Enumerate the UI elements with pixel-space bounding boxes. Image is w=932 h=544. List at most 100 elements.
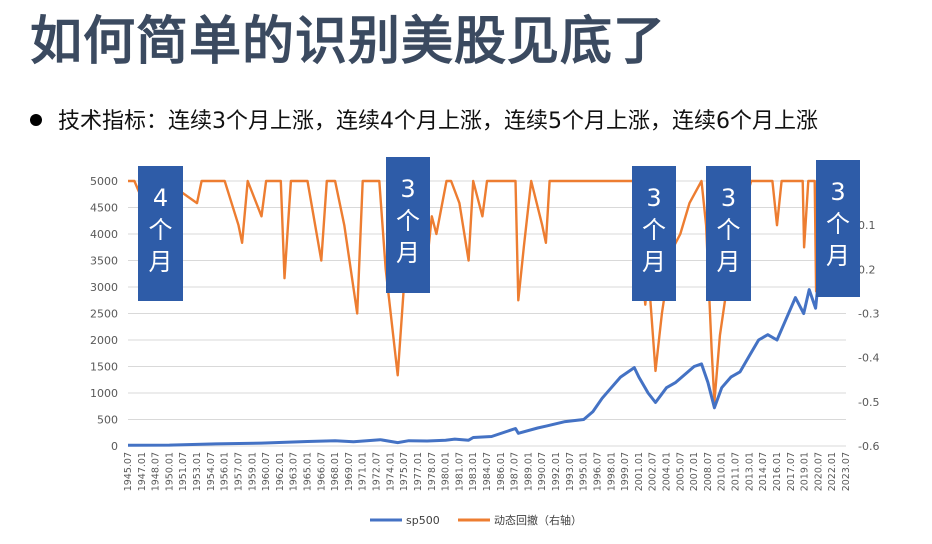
- x-tick-label: 1990.07: [537, 452, 548, 491]
- y-left-tick-label: 500: [97, 414, 118, 427]
- x-tick-label: 2005.07: [675, 452, 686, 491]
- x-tick-label: 1989.01: [523, 452, 534, 491]
- x-tick-label: 2022.01: [827, 452, 838, 491]
- x-tick-label: 1963.07: [289, 452, 300, 491]
- annotation-box: 3 个月: [386, 157, 430, 293]
- y-right-tick-label: 0.2: [858, 263, 876, 276]
- x-tick-label: 1950.01: [164, 452, 175, 491]
- x-tick-label: 1986.01: [496, 452, 507, 491]
- x-tick-label: 1971.01: [358, 452, 369, 491]
- annotation-box-label: 个: [396, 207, 420, 235]
- y-left-tick-label: 1500: [90, 361, 118, 374]
- annotation-box-label: 3: [830, 178, 845, 206]
- x-tick-label: 1977.01: [413, 452, 424, 491]
- annotation-box: 3 个月: [632, 166, 676, 301]
- annotation-box-label: 月: [717, 248, 741, 276]
- x-tick-label: 2023.07: [841, 452, 852, 491]
- x-tick-label: 1951.07: [178, 452, 189, 491]
- x-tick-label: 1978.07: [427, 452, 438, 491]
- y-right-tick-label: -0.5: [858, 396, 879, 409]
- x-tick-label: 2002.07: [648, 452, 659, 491]
- annotation-box-rect: [632, 166, 676, 301]
- annotation-box-rect: [706, 166, 751, 301]
- y-right-tick-label: 0.1: [858, 219, 876, 232]
- x-tick-label: 1987.07: [510, 452, 521, 491]
- y-left-tick-label: 2000: [90, 334, 118, 347]
- annotation-box-label: 月: [396, 239, 420, 267]
- annotation-box-rect: [138, 166, 183, 301]
- y-right-tick-label: -0.3: [858, 308, 879, 321]
- annotation-box-label: 3: [400, 175, 415, 203]
- annotation-box-label: 个: [826, 210, 850, 238]
- x-tick-label: 1983.01: [468, 452, 479, 491]
- bullet-dot-icon: [30, 114, 42, 126]
- x-tick-label: 1945.07: [123, 452, 134, 491]
- right-axis: 0.1 0.2 -0.3 -0.4 -0.5 -0.6: [858, 219, 879, 453]
- annotation-box: 3 个月: [816, 160, 860, 297]
- x-tick-label: 1992.01: [551, 452, 562, 491]
- legend-label-sp500: sp500: [406, 514, 440, 527]
- x-tick-label: 1999.07: [620, 452, 631, 491]
- annotation-box-label: 4: [153, 184, 168, 212]
- annotation-box-label: 月: [149, 248, 173, 276]
- x-tick-label: 1974.01: [385, 452, 396, 491]
- y-left-tick-label: 3000: [90, 281, 118, 294]
- x-tick-label: 1947.01: [137, 452, 148, 491]
- x-tick-label: 2019.01: [800, 452, 811, 491]
- y-left-tick-label: 4500: [90, 202, 118, 215]
- x-tick-label: 1984.07: [482, 452, 493, 491]
- y-left-tick-label: 2500: [90, 308, 118, 321]
- annotation-box-label: 个: [642, 216, 666, 244]
- x-tick-label: 2016.01: [772, 452, 783, 491]
- x-tick-label: 1972.07: [372, 452, 383, 491]
- x-tick-label: 2020.07: [813, 452, 824, 491]
- x-tick-label: 1960.07: [261, 452, 272, 491]
- x-tick-label: 1995.01: [579, 452, 590, 491]
- x-tick-label: 1959.01: [247, 452, 258, 491]
- page-title: 如何简单的识别美股见底了: [30, 12, 667, 72]
- annotation-box: 3 个月: [706, 166, 751, 301]
- bullet-text: 技术指标：连续3个月上涨，连续4个月上涨，连续5个月上涨，连续6个月上涨: [58, 109, 818, 134]
- annotation-box: 4 个月: [138, 166, 183, 301]
- x-tick-label: 2004.01: [662, 452, 673, 491]
- x-tick-label: 2017.07: [786, 452, 797, 491]
- x-tick-label: 1975.07: [399, 452, 410, 491]
- annotation-box-label: 3: [646, 184, 661, 212]
- x-tick-label: 1966.07: [316, 452, 327, 491]
- annotation-box-label: 个: [149, 216, 173, 244]
- x-tick-label: 2001.01: [634, 452, 645, 491]
- x-tick-label: 1956.01: [220, 452, 231, 491]
- x-axis: 1945.07 1947.01 1948.07 1950.01 1951.07 1953.…: [123, 452, 852, 491]
- annotation-boxes: 4 个月 3 个月 3 个月 3 个月 3 个月: [138, 157, 860, 301]
- x-tick-label: 1962.01: [275, 452, 286, 491]
- x-tick-label: 1980.01: [441, 452, 452, 491]
- x-tick-label: 2013.01: [744, 452, 755, 491]
- x-tick-label: 2007.01: [689, 452, 700, 491]
- x-tick-label: 1981.07: [454, 452, 465, 491]
- x-tick-label: 1957.07: [233, 452, 244, 491]
- y-left-tick-label: 1000: [90, 387, 118, 400]
- y-left-tick-label: 4000: [90, 228, 118, 241]
- x-tick-label: 1954.07: [206, 452, 217, 491]
- annotation-box-label: 月: [826, 242, 850, 270]
- x-tick-label: 2011.07: [731, 452, 742, 491]
- x-tick-label: 1996.07: [592, 452, 603, 491]
- legend-label-drawdown: 动态回撤（右轴）: [494, 513, 582, 527]
- x-tick-label: 1948.07: [151, 452, 162, 491]
- bullet-point: 技术指标：连续3个月上涨，连续4个月上涨，连续5个月上涨，连续6个月上涨: [30, 104, 818, 140]
- y-left-tick-label: 3500: [90, 255, 118, 268]
- legend: sp500 动态回撤（右轴）: [370, 513, 582, 527]
- x-tick-label: 1968.01: [330, 452, 341, 491]
- x-tick-label: 2014.07: [758, 452, 769, 491]
- x-tick-label: 1993.07: [565, 452, 576, 491]
- x-tick-label: 2008.07: [703, 452, 714, 491]
- x-tick-label: 1965.01: [303, 452, 314, 491]
- y-right-tick-label: -0.4: [858, 352, 879, 365]
- x-tick-label: 1969.07: [344, 452, 355, 491]
- annotation-box-label: 月: [642, 248, 666, 276]
- annotation-box-label: 3: [721, 184, 736, 212]
- annotation-box-rect: [386, 157, 430, 293]
- series-line-sp500: [127, 195, 848, 447]
- left-axis: 0 500 1000 1500 2000 2500 3000 3500 4000 4500 5000: [90, 175, 118, 453]
